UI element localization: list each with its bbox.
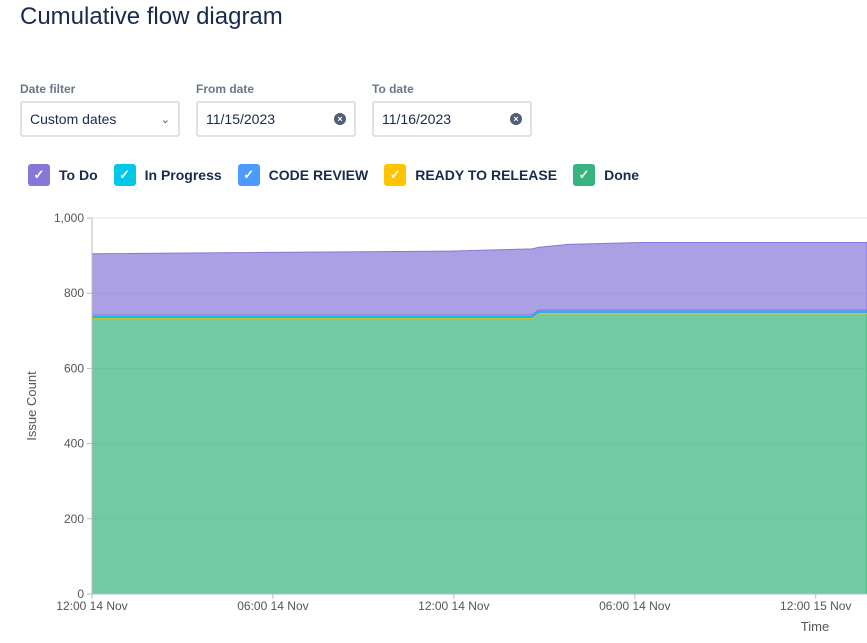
clear-icon[interactable]: × bbox=[510, 113, 522, 125]
legend-item-in-progress[interactable]: ✓ In Progress bbox=[113, 164, 222, 186]
area-done bbox=[91, 313, 867, 595]
y-tick-label: 1,000 bbox=[54, 211, 84, 225]
y-axis-label: Issue Count bbox=[24, 371, 39, 441]
date-filter-label: Date filter bbox=[20, 82, 76, 96]
checkbox-checked-icon[interactable]: ✓ bbox=[237, 164, 260, 186]
y-tick-label: 600 bbox=[64, 361, 84, 375]
legend-item-code-review[interactable]: ✓ CODE REVIEW bbox=[237, 164, 369, 186]
to-date-label: To date bbox=[372, 82, 414, 96]
chevron-down-icon: ⌄ bbox=[160, 113, 170, 126]
checkbox-checked-icon[interactable]: ✓ bbox=[384, 164, 407, 186]
y-tick-label: 800 bbox=[64, 286, 84, 300]
date-filter-select[interactable]: Custom dates ⌄ bbox=[20, 101, 180, 137]
legend-item-ready-to-release[interactable]: ✓ READY TO RELEASE bbox=[384, 164, 557, 186]
to-date-value: 11/16/2023 bbox=[382, 111, 452, 127]
checkbox-checked-icon[interactable]: ✓ bbox=[28, 164, 50, 186]
y-tick-label: 200 bbox=[64, 512, 84, 526]
from-date-input[interactable]: 11/15/2023 × bbox=[196, 101, 356, 137]
legend-label: To Do bbox=[59, 167, 98, 183]
legend-label: In Progress bbox=[144, 167, 222, 183]
legend-label: CODE REVIEW bbox=[268, 167, 369, 183]
x-tick-label: 12:00 15 Nov bbox=[780, 599, 851, 613]
legend-label: READY TO RELEASE bbox=[415, 167, 558, 183]
area-to-do bbox=[91, 241, 867, 316]
checkbox-checked-icon[interactable]: ✓ bbox=[573, 164, 596, 186]
date-filter-value: Custom dates bbox=[30, 111, 117, 127]
from-date-label: From date bbox=[196, 82, 255, 96]
checkbox-checked-icon[interactable]: ✓ bbox=[113, 164, 136, 186]
from-date-value: 11/15/2023 bbox=[206, 111, 276, 127]
legend-item-todo[interactable]: ✓ To Do bbox=[28, 164, 98, 186]
y-tick-label: 400 bbox=[64, 437, 84, 451]
page-title: Cumulative flow diagram bbox=[20, 3, 283, 30]
x-axis-label: Time bbox=[801, 619, 829, 634]
y-tick-label: 0 bbox=[77, 587, 84, 601]
legend-item-done[interactable]: ✓ Done bbox=[573, 164, 639, 186]
legend-label: Done bbox=[604, 167, 640, 183]
x-tick-label: 06:00 14 Nov bbox=[599, 599, 670, 613]
x-tick-label: 12:00 14 Nov bbox=[56, 599, 127, 613]
clear-icon[interactable]: × bbox=[334, 113, 346, 125]
to-date-input[interactable]: 11/16/2023 × bbox=[372, 101, 532, 137]
x-tick-label: 06:00 14 Nov bbox=[237, 599, 308, 613]
x-tick-label: 12:00 14 Nov bbox=[418, 599, 489, 613]
legend: ✓ To Do ✓ In Progress ✓ CODE REVIEW ✓ READY … bbox=[28, 164, 655, 186]
